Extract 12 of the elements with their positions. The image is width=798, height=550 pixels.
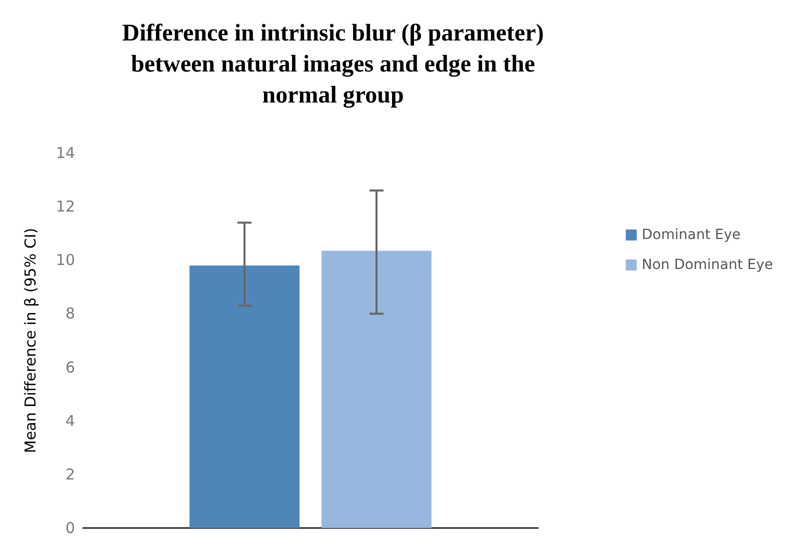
y-tick-label: 6: [65, 358, 75, 376]
chart-title: Difference in intrinsic blur (β parameter) between natural images and edge in the normal group: [122, 20, 544, 108]
y-tick-label: 12: [56, 198, 75, 216]
legend-label: Dominant Eye: [642, 227, 741, 243]
y-tick-label: 0: [65, 519, 75, 537]
y-tick-label: 10: [56, 251, 75, 270]
y-tick-label: 2: [65, 465, 75, 484]
y-tick-label: 14: [56, 144, 75, 162]
y-tick-label: 8: [65, 304, 75, 323]
legend-label: Non Dominant Eye: [642, 257, 774, 273]
y-tick-label: 4: [65, 412, 75, 430]
y-axis-title: Mean Difference in β (95% CI): [22, 228, 40, 454]
